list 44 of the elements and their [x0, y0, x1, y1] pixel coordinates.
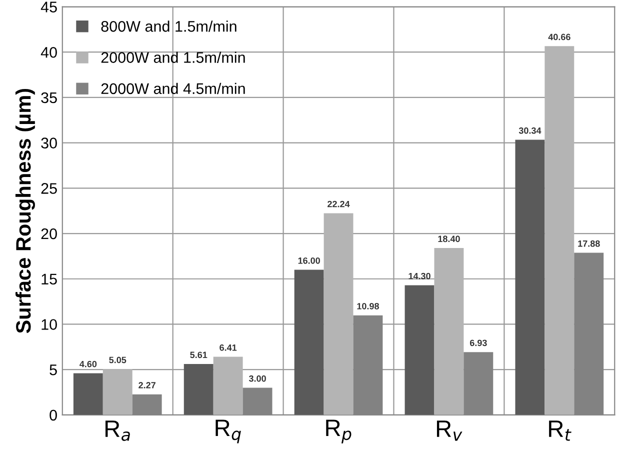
bar — [434, 248, 464, 415]
x-tick-label: R$_{v}$ — [436, 420, 462, 441]
data-label: 40.66 — [548, 34, 570, 40]
legend-label: 2000W and 4.5m/min — [101, 82, 245, 94]
data-label: 6.93 — [470, 340, 487, 346]
data-label: 30.34 — [518, 127, 542, 134]
data-label: 17.88 — [578, 240, 600, 247]
bar — [404, 285, 434, 415]
bar — [213, 356, 243, 415]
data-label: 4.60 — [80, 360, 97, 368]
y-tick-label: 15 — [42, 274, 57, 285]
bar — [102, 369, 132, 415]
data-label: 14.30 — [408, 272, 430, 280]
data-label: 18.40 — [438, 236, 460, 242]
x-tick-label: R$_{q}$ — [216, 420, 241, 444]
data-label: 5.61 — [190, 352, 208, 358]
data-label: 6.41 — [220, 344, 237, 351]
bar — [324, 213, 354, 415]
bar — [544, 46, 574, 415]
x-tick-label: R$_{t}$ — [549, 420, 572, 441]
data-label: 10.98 — [357, 302, 379, 310]
data-label: 22.24 — [328, 200, 350, 208]
bar — [73, 373, 103, 415]
y-tick-label: 5 — [50, 364, 57, 376]
legend-label: 800W and 1.5m/min — [101, 20, 236, 32]
y-axis-title: Surface Roughness (µm) — [15, 88, 35, 334]
x-tick-label: R$_{p}$ — [326, 420, 352, 444]
y-tick-label: 25 — [41, 183, 57, 194]
y-tick-label: 45 — [40, 2, 57, 12]
data-label: 2.27 — [138, 382, 156, 388]
x-tick-label: R$_{a}$ — [106, 420, 130, 441]
bar — [184, 364, 214, 415]
y-tick-label: 40 — [40, 46, 57, 58]
y-tick-label: 20 — [41, 228, 57, 240]
y-tick-label: 0 — [50, 410, 57, 421]
bar — [515, 140, 545, 415]
y-tick-label: 35 — [41, 92, 57, 104]
legend-label: 2000W and 1.5m/min — [101, 52, 245, 63]
y-tick-label: 10 — [42, 319, 57, 330]
data-label: 3.00 — [248, 375, 266, 382]
data-label: 16.00 — [298, 257, 320, 264]
y-tick-label: 30 — [41, 138, 57, 149]
bar — [294, 270, 324, 415]
data-label: 5.05 — [109, 356, 126, 364]
